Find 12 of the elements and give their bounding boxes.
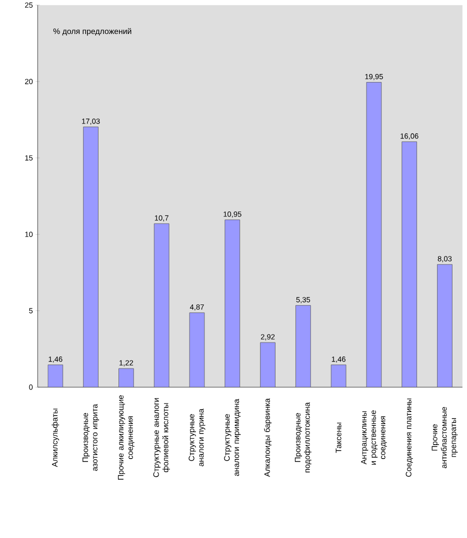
bar xyxy=(154,223,170,388)
bar xyxy=(189,312,204,388)
bar xyxy=(436,264,452,388)
bar xyxy=(82,126,98,388)
bar xyxy=(330,364,346,388)
bar xyxy=(48,364,63,388)
bar xyxy=(224,220,240,388)
bar xyxy=(366,82,382,388)
bar xyxy=(402,142,417,388)
bar xyxy=(295,305,311,388)
bar xyxy=(260,342,276,388)
bar xyxy=(118,368,134,388)
